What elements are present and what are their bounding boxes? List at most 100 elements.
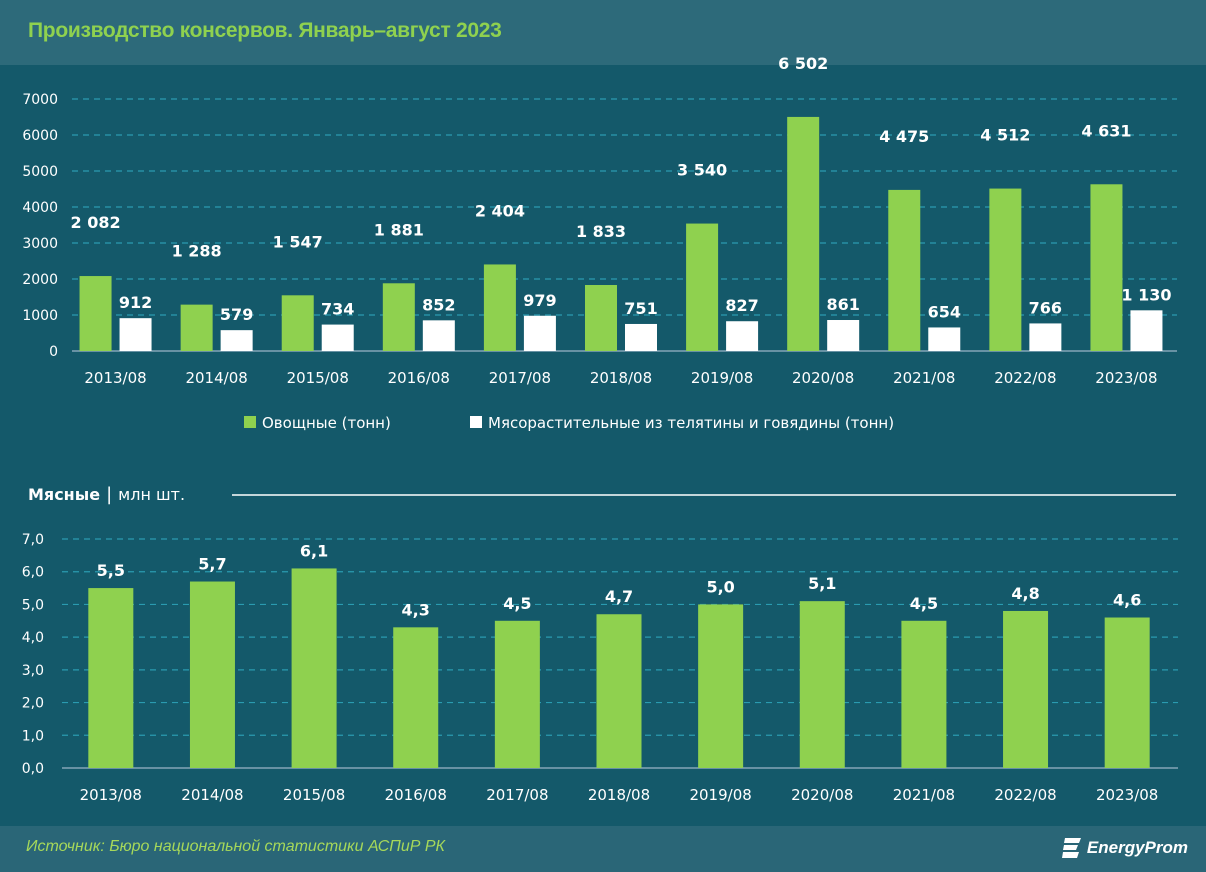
x-tick-label: 2022/08 [994,369,1056,387]
bar [1130,310,1163,351]
data-label: 5,5 [97,561,125,580]
bar [483,264,516,351]
data-label: 2 404 [475,201,525,220]
y-tick-label: 7000 [22,92,58,108]
logo-text: EnergyProm [1086,838,1188,857]
x-tick-label: 2020/08 [792,369,854,387]
y-tick-label: 7,0 [22,532,44,548]
logo: EnergyProm [1061,836,1188,860]
data-label: 1 130 [1121,285,1171,304]
bar [698,604,744,768]
x-tick-label: 2023/08 [1096,786,1158,804]
bar [422,320,455,351]
data-label: 1 881 [374,220,424,239]
data-label: 4 512 [980,126,1030,145]
y-tick-label: 5,0 [22,597,44,613]
bar [1104,617,1150,768]
bar [1090,184,1123,351]
x-tick-label: 2017/08 [489,369,551,387]
separator: | [106,484,113,505]
section-name: Мясные [28,485,101,504]
data-label: 5,0 [706,577,734,596]
y-tick-label: 1,0 [22,728,44,744]
x-tick-label: 2019/08 [691,369,753,387]
bar [220,330,253,351]
y-tick-label: 6000 [22,128,58,144]
legend-swatch-vegetable [244,416,256,428]
data-label: 579 [220,305,253,324]
data-label: 4,5 [503,594,531,613]
x-tick-label: 2020/08 [791,786,853,804]
bar [1003,610,1049,768]
x-tick-label: 2013/08 [84,369,146,387]
x-tick-label: 2022/08 [994,786,1056,804]
y-tick-label: 2,0 [22,696,44,712]
x-tick-label: 2019/08 [689,786,751,804]
bar [787,116,820,351]
data-label: 5,1 [808,574,836,593]
data-label: 1 288 [172,242,222,261]
bar [827,320,860,351]
data-label: 751 [624,299,657,318]
bar [494,620,540,768]
y-tick-label: 3000 [22,236,58,252]
bar [989,188,1022,351]
bar [585,285,617,351]
legend-swatch-meat-vegetable [470,416,482,428]
data-label: 4,5 [910,594,938,613]
bar [888,189,921,351]
bar [596,614,642,768]
bar [119,318,152,351]
legend-label-vegetable: Овощные (тонн) [262,414,391,432]
bar [625,323,657,351]
bar [393,627,439,768]
data-label: 654 [928,302,961,321]
data-label: 3 540 [677,161,727,180]
y-tick-label: 1000 [22,308,58,324]
bar [180,304,213,351]
data-label: 4 475 [879,127,929,146]
logo-icon [1061,838,1081,858]
bar [291,568,337,768]
y-tick-label: 4,0 [22,630,44,646]
x-tick-label: 2016/08 [388,369,450,387]
bar [88,588,134,768]
data-label: 1 547 [273,232,323,251]
data-label: 4,6 [1113,591,1141,610]
data-label: 4 631 [1081,121,1131,140]
data-label: 4,3 [402,600,430,619]
bar [799,601,845,768]
y-tick-label: 4000 [22,200,58,216]
bar [79,276,112,351]
x-tick-label: 2018/08 [590,369,652,387]
bar [726,321,759,351]
bar [382,283,415,351]
bar [281,295,314,351]
data-label: 4,8 [1011,584,1039,603]
y-tick-label: 3,0 [22,663,44,679]
x-tick-label: 2021/08 [893,369,955,387]
data-label: 861 [826,295,859,314]
source-text: Источник: Бюро национальной статистики А… [26,838,445,855]
y-tick-label: 0,0 [22,761,44,777]
section-unit: млн шт. [118,485,186,504]
bar [901,620,947,768]
x-tick-label: 2014/08 [181,786,243,804]
x-tick-label: 2023/08 [1095,369,1157,387]
bar [686,223,719,351]
legend-label-meat-vegetable: Мясорастительные из телятины и говядины … [488,414,894,432]
data-label: 6 502 [778,54,828,73]
data-label: 5,7 [198,555,226,574]
data-label: 852 [422,295,455,314]
data-label: 4,7 [605,587,633,606]
data-label: 2 082 [70,213,120,232]
footer: Источник: Бюро национальной статистики А… [0,826,1206,872]
header: Производство консервов. Январь–август 20… [0,0,1206,65]
x-tick-label: 2015/08 [287,369,349,387]
data-label: 912 [119,293,152,312]
x-tick-label: 2021/08 [893,786,955,804]
data-label: 734 [321,300,354,319]
data-label: 979 [523,291,556,310]
y-tick-label: 5000 [22,164,58,180]
